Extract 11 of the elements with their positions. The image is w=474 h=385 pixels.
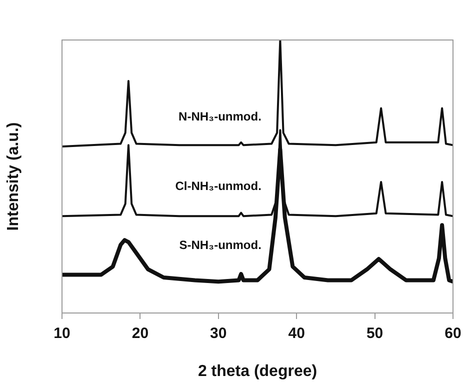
x-tick-label: 40 <box>288 325 305 342</box>
x-tick-label: 60 <box>444 325 462 342</box>
x-tick-label: 50 <box>366 325 384 342</box>
x-axis-title: 2 theta (degree) <box>198 362 318 380</box>
x-tick-label: 20 <box>132 325 149 342</box>
y-axis-title: Intensity (a.u.) <box>5 122 22 231</box>
series-label: N-NH₃-unmod. <box>178 109 262 124</box>
series-label: Cl-NH₃-unmod. <box>175 179 262 194</box>
series-label: S-NH₃-unmod. <box>179 238 262 252</box>
x-tick-label: 30 <box>210 325 227 342</box>
x-tick-label: 10 <box>54 325 70 342</box>
